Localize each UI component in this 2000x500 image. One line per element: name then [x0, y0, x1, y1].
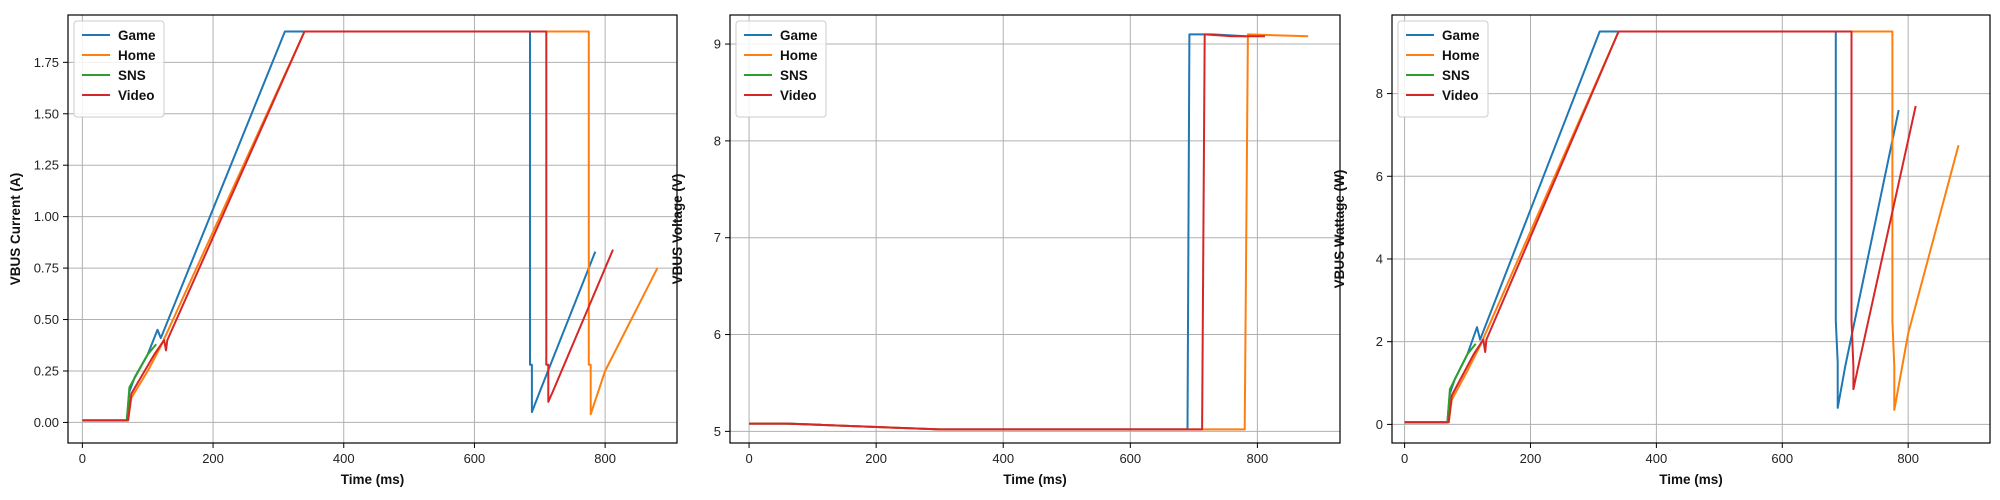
- y-tick-label: 1.50: [34, 106, 59, 121]
- plot-frame: [67, 14, 678, 444]
- chart-panel-1: 0 200 400 600 800 0.00 0.25 0.50 0.75 1.00 1.25 1.5…: [8, 14, 678, 487]
- legend-label-home: Home: [780, 48, 818, 63]
- legend-box: [73, 20, 165, 118]
- y-tick-label: 1.25: [34, 158, 59, 173]
- legend-label-video: Video: [780, 88, 817, 103]
- y-tick-label: 2: [1376, 334, 1383, 349]
- chart-panel-3: 0 200 400 600 800 0 2 4 6 8 Time (ms) VBUS Wattage …: [1332, 14, 1991, 487]
- y-tick-label: 9: [714, 37, 721, 52]
- legend-label-sns: SNS: [780, 68, 808, 83]
- x-tick-label: 0: [1401, 451, 1408, 466]
- x-tick-label: 200: [202, 451, 224, 466]
- y-tick-label: 6: [714, 327, 721, 342]
- y-tick-label: 8: [714, 133, 721, 148]
- y-tick-label: 5: [714, 424, 721, 439]
- legend-label-game: Game: [1442, 28, 1480, 43]
- x-tick-label: 0: [79, 451, 86, 466]
- y-tick-label: 7: [714, 230, 721, 245]
- legend-label-home: Home: [1442, 48, 1480, 63]
- legend: Game Home SNS Video: [735, 20, 827, 118]
- plot-frame: [729, 14, 1341, 444]
- plot-area: [68, 15, 677, 443]
- legend-label-home: Home: [118, 48, 156, 63]
- legend-label-game: Game: [118, 28, 156, 43]
- series-line-video: [749, 33, 1265, 431]
- y-tick-label: 1.75: [34, 55, 59, 70]
- chart-panel-2: 0 200 400 600 800 5 6 7 8 9 Time (ms) VBUS Voltage …: [670, 14, 1341, 487]
- legend-box: [1397, 20, 1489, 118]
- legend-label-sns: SNS: [1442, 68, 1470, 83]
- y-tick-label: 8: [1376, 86, 1383, 101]
- x-tick-label: 400: [333, 451, 355, 466]
- legend-label-video: Video: [1442, 88, 1479, 103]
- plot-area: [1392, 15, 1990, 443]
- legend: Game Home SNS Video: [1397, 20, 1489, 118]
- legend-label-game: Game: [780, 28, 818, 43]
- y-axis-label: VBUS Current (A): [8, 173, 23, 286]
- y-axis-label: VBUS Voltage (V): [670, 174, 685, 285]
- x-tick-label: 0: [745, 451, 752, 466]
- plot-area: [730, 15, 1340, 443]
- legend: Game Home SNS Video: [73, 20, 165, 118]
- x-axis-label: Time (ms): [1003, 472, 1067, 487]
- y-tick-label: 1.00: [34, 209, 59, 224]
- x-tick-label: 600: [464, 451, 486, 466]
- series-line-video: [1404, 30, 1917, 424]
- y-axis-label: VBUS Wattage (W): [1332, 170, 1347, 289]
- legend-box: [735, 20, 827, 118]
- series-line-game: [82, 30, 597, 422]
- x-axis-label: Time (ms): [1659, 472, 1723, 487]
- x-tick-label: 800: [1247, 451, 1269, 466]
- x-axis-label: Time (ms): [341, 472, 405, 487]
- y-tick-label: 6: [1376, 169, 1383, 184]
- y-tick-label: 0.00: [34, 415, 59, 430]
- series-line-video: [82, 30, 614, 422]
- y-tick-label: 0.50: [34, 312, 59, 327]
- x-tick-label: 400: [1646, 451, 1668, 466]
- legend-label-video: Video: [118, 88, 155, 103]
- legend-label-sns: SNS: [118, 68, 146, 83]
- x-tick-label: 600: [1771, 451, 1793, 466]
- x-tick-label: 600: [1119, 451, 1141, 466]
- y-tick-label: 0.25: [34, 363, 59, 378]
- y-tick-label: 4: [1376, 251, 1383, 266]
- x-tick-label: 200: [1520, 451, 1542, 466]
- x-tick-label: 400: [992, 451, 1014, 466]
- y-tick-label: 0: [1376, 417, 1383, 432]
- x-tick-label: 800: [1897, 451, 1919, 466]
- x-tick-label: 200: [865, 451, 887, 466]
- y-tick-label: 0.75: [34, 261, 59, 276]
- plot-frame: [1391, 14, 1991, 444]
- x-tick-label: 800: [594, 451, 616, 466]
